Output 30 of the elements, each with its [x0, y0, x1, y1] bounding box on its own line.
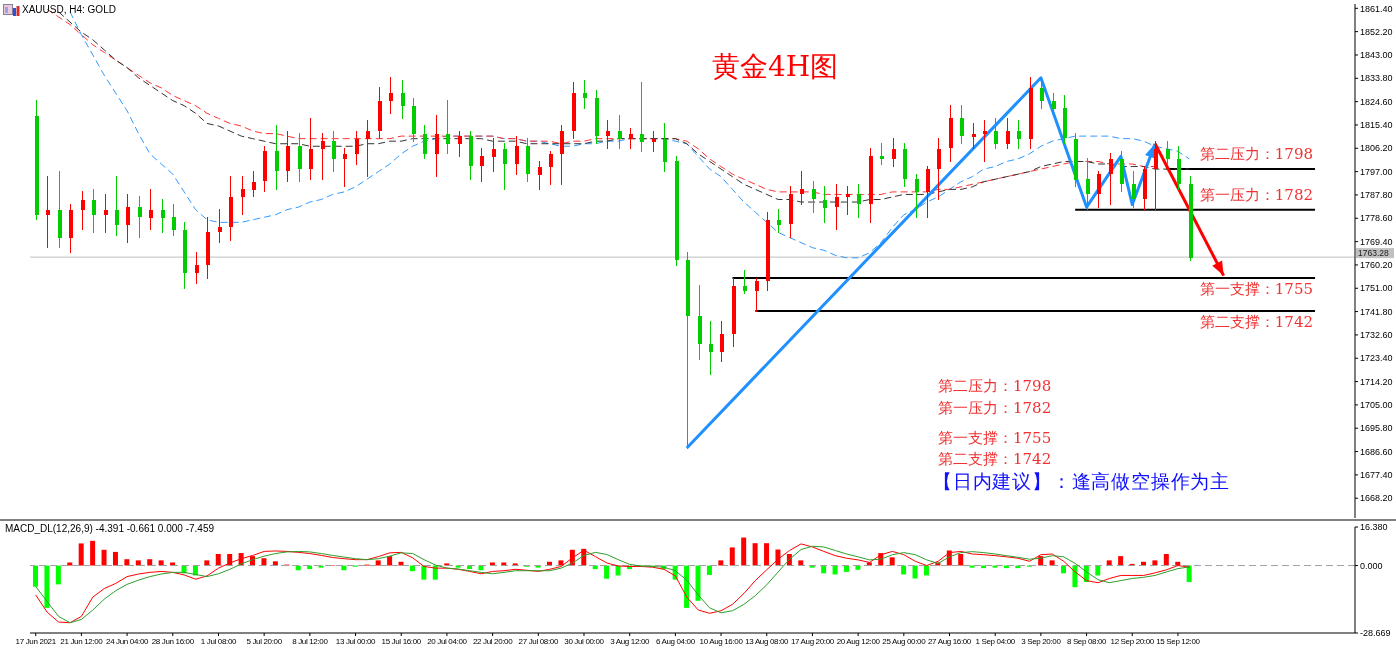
x-tick-label: 13 Aug 08:00	[745, 636, 790, 646]
x-tick-label: 1 Sep 04:00	[975, 636, 1016, 646]
x-tick-label: 21 Jun 12:00	[60, 636, 104, 646]
x-tick-label: 27 Aug 16:00	[928, 636, 972, 646]
x-tick-label: 17 Aug 20:00	[790, 636, 835, 646]
x-tick-label: 30 Jul 00:00	[564, 636, 605, 646]
y-tick-label: -28.669	[1360, 628, 1391, 639]
x-tick-label: 25 Aug 00:00	[882, 636, 927, 646]
x-tick-label: 8 Jul 12:00	[292, 636, 329, 646]
x-tick-label: 20 Jul 04:00	[427, 636, 468, 646]
x-tick-label: 10 Aug 16:00	[699, 636, 744, 646]
x-tick-label: 17 Jun 2021	[15, 636, 57, 646]
x-tick-label: 5 Jul 20:00	[246, 636, 283, 646]
chart-title: MACD_DL(12,26,9) -4.391 -0.661 0.000 -7.459	[5, 523, 215, 535]
x-tick-label: 22 Jul 20:00	[472, 636, 514, 646]
x-tick-label: 6 Aug 04:00	[655, 636, 696, 646]
x-tick-label: 3 Aug 12:00	[610, 636, 650, 646]
x-tick-label: 24 Jun 04:00	[106, 636, 150, 646]
x-tick-label: 15 Sep 12:00	[1156, 636, 1201, 646]
x-tick-label: 13 Jul 00:00	[335, 636, 377, 646]
x-tick-label: 15 Jul 16:00	[381, 636, 422, 646]
x-tick-label: 8 Sep 08:00	[1066, 636, 1108, 646]
x-tick-label: 27 Jul 08:00	[518, 636, 559, 646]
y-tick-label: 0.000	[1360, 560, 1383, 571]
x-tick-label: 1 Jul 08:00	[200, 636, 238, 646]
x-tick-label: 28 Jun 16:00	[151, 636, 195, 646]
y-tick-label: 16.380	[1360, 522, 1388, 533]
x-tick-label: 3 Sep 20:00	[1021, 636, 1062, 646]
x-tick-label: 20 Aug 12:00	[836, 636, 881, 646]
x-tick-label: 12 Sep 20:00	[1110, 636, 1155, 646]
